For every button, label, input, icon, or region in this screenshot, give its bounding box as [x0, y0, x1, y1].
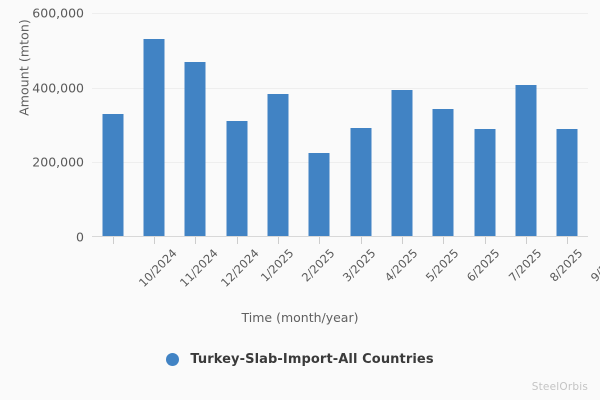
- bars-layer: [92, 13, 588, 237]
- x-axis-tick: [567, 237, 569, 244]
- bar-slot: [505, 13, 546, 237]
- x-axis-tick: [112, 237, 114, 244]
- x-axis-title: Time (month/year): [241, 310, 359, 325]
- x-axis-tick-label: 1/2025: [257, 246, 297, 285]
- bar-slot: [175, 13, 216, 237]
- legend-item-label: Turkey-Slab-Import-All Countries: [190, 352, 434, 367]
- x-axis-tick-label: 8/2025: [546, 246, 586, 285]
- bar-slot: [92, 13, 133, 237]
- bar-slot: [423, 13, 464, 237]
- bar[interactable]: [474, 129, 496, 237]
- x-axis-tick: [484, 237, 486, 244]
- bar-slot: [133, 13, 174, 237]
- bar[interactable]: [308, 153, 330, 237]
- bar[interactable]: [432, 108, 454, 237]
- gridline: [92, 87, 588, 89]
- y-axis-tick-label: 600,000: [32, 5, 84, 21]
- y-axis-tick-label: 0: [76, 229, 84, 245]
- x-axis-tick: [526, 237, 527, 244]
- watermark: SteelOrbis: [531, 381, 588, 393]
- bar-slot: [381, 13, 422, 237]
- x-axis-tick: [443, 237, 445, 244]
- plot-area: [92, 13, 588, 237]
- x-axis-tick-label: 2/2025: [298, 246, 338, 285]
- circle-marker-icon: [166, 353, 180, 366]
- gridline: [92, 162, 588, 164]
- x-axis-tick-label: 4/2025: [381, 246, 421, 285]
- x-axis-tick-label: 7/2025: [505, 246, 545, 285]
- x-axis-ticks: [92, 237, 588, 245]
- x-axis-tick: [236, 237, 238, 244]
- bar[interactable]: [350, 127, 372, 237]
- x-axis-tick-labels: 10/2024 11/2024 12/2024 1/2025 2/2025 3/2025 4…: [92, 246, 600, 306]
- bar[interactable]: [102, 113, 124, 237]
- x-axis-tick-label: 9/2025: [588, 246, 600, 285]
- bar[interactable]: [556, 129, 578, 237]
- x-axis-tick: [278, 237, 279, 244]
- x-axis-tick-label: 3/2025: [340, 246, 379, 285]
- bar-slot: [340, 13, 381, 237]
- x-axis-tick-label: 11/2024: [176, 246, 221, 290]
- bar[interactable]: [391, 89, 413, 237]
- bar[interactable]: [267, 93, 289, 237]
- x-axis-tick: [319, 237, 321, 244]
- bar-slot: [299, 13, 340, 237]
- bar[interactable]: [515, 84, 537, 237]
- bar-slot: [547, 13, 588, 237]
- bar[interactable]: [143, 39, 165, 237]
- y-axis-tick-label: 400,000: [32, 80, 84, 96]
- x-axis-tick-label: 5/2025: [422, 246, 462, 285]
- x-axis-tick-label: 12/2024: [218, 246, 263, 290]
- x-axis-tick: [154, 237, 155, 244]
- y-axis-tick-labels: 0 200,000 400,000 600,000: [0, 0, 84, 250]
- bar-slot: [464, 13, 505, 237]
- axis-baseline: [92, 236, 588, 237]
- bar-slot: [216, 13, 257, 237]
- bar[interactable]: [184, 62, 206, 237]
- x-axis-tick: [195, 237, 197, 244]
- y-axis-tick-label: 200,000: [32, 154, 84, 170]
- bar-slot: [257, 13, 298, 237]
- x-axis-tick-label: 10/2024: [135, 246, 180, 290]
- x-axis-tick: [360, 237, 362, 244]
- gridline: [92, 13, 588, 14]
- bar[interactable]: [226, 121, 248, 237]
- x-axis-tick-label: 6/2025: [464, 246, 503, 285]
- x-axis-tick: [402, 237, 403, 244]
- chart-legend: Turkey-Slab-Import-All Countries: [0, 352, 600, 367]
